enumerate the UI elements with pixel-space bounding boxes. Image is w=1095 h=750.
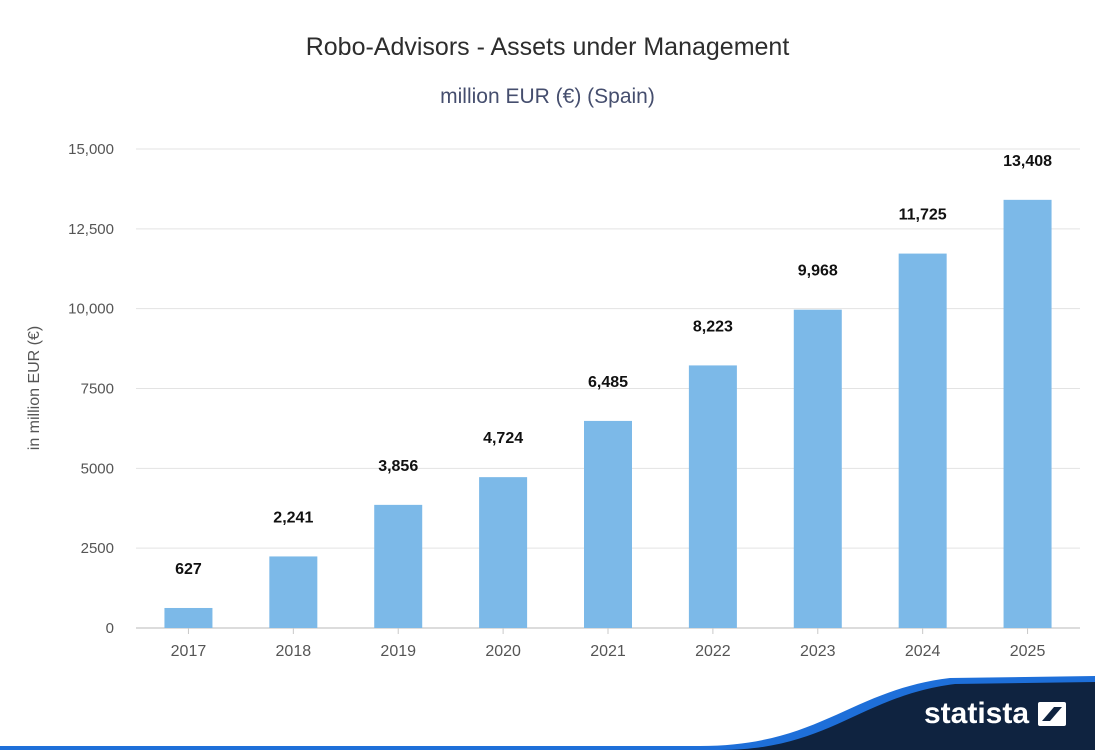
bar: [898, 253, 947, 628]
brand-name: statista: [924, 697, 1030, 730]
statista-logo-icon: [1038, 702, 1066, 726]
y-axis-title: in million EUR (€): [26, 326, 43, 450]
bar: [793, 309, 842, 628]
bar: [1003, 199, 1052, 628]
data-label: 11,725: [899, 207, 947, 224]
bar: [374, 504, 423, 628]
x-tick-label: 2025: [1010, 643, 1046, 660]
y-tick-label: 2500: [81, 540, 114, 557]
x-tick-label: 2020: [485, 643, 521, 660]
y-tick-label: 12,500: [68, 221, 114, 238]
y-tick-label: 15,000: [68, 141, 114, 158]
data-label: 13,408: [1003, 153, 1052, 170]
x-tick-label: 2018: [276, 643, 312, 660]
bar: [584, 420, 632, 628]
y-tick-label: 0: [106, 620, 114, 637]
x-tick-label: 2021: [590, 643, 626, 660]
x-tick-label: 2023: [800, 643, 836, 660]
chart-title: Robo-Advisors - Assets under Management: [305, 33, 790, 61]
data-label: 9,968: [798, 263, 838, 280]
y-tick-label: 7500: [81, 381, 114, 398]
data-label: 3,856: [378, 458, 418, 475]
data-label: 2,241: [273, 509, 313, 526]
bar: [269, 556, 318, 628]
statista-logo[interactable]: statista: [924, 696, 1074, 736]
data-label: 6,485: [588, 374, 628, 391]
chart-subtitle: million EUR (€) (Spain): [440, 85, 655, 108]
data-label: 4,724: [483, 430, 523, 447]
y-tick-label: 10,000: [68, 301, 114, 318]
bar: [479, 477, 528, 628]
y-tick-label: 5000: [81, 460, 114, 477]
bar: [688, 365, 737, 628]
data-label: 627: [175, 561, 202, 578]
x-tick-label: 2024: [905, 643, 941, 660]
x-tick-label: 2017: [171, 643, 207, 660]
x-tick-label: 2019: [380, 643, 416, 660]
data-label: 8,223: [693, 318, 733, 335]
x-tick-label: 2022: [695, 643, 731, 660]
bar: [164, 607, 213, 628]
